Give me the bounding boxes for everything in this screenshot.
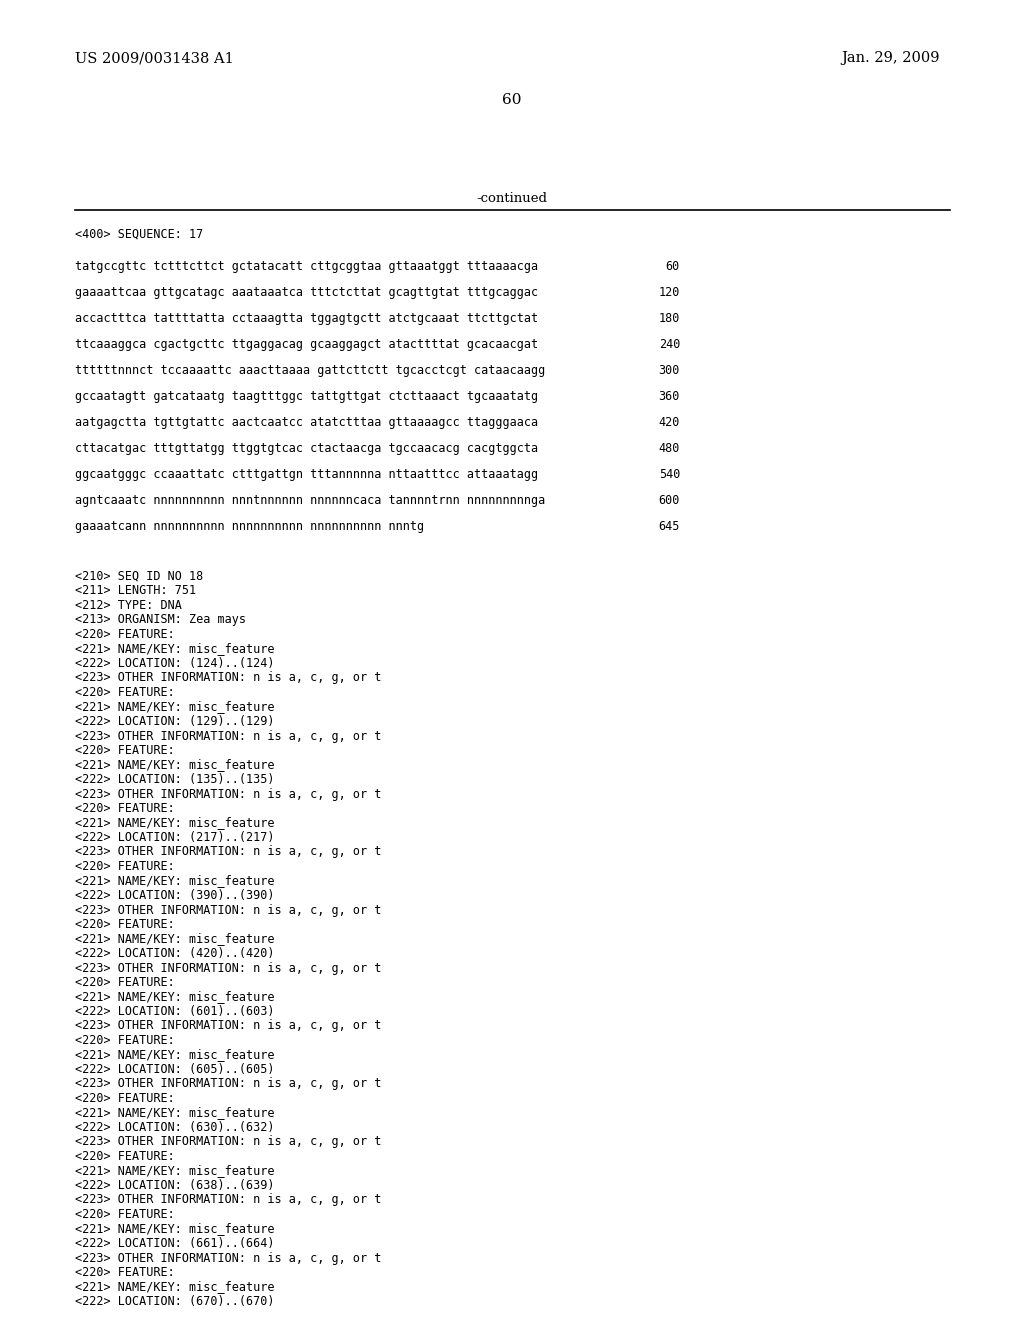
Text: <222> LOCATION: (670)..(670): <222> LOCATION: (670)..(670) [75,1295,274,1308]
Text: <220> FEATURE:: <220> FEATURE: [75,1092,175,1105]
Text: 645: 645 [658,520,680,533]
Text: <223> OTHER INFORMATION: n is a, c, g, or t: <223> OTHER INFORMATION: n is a, c, g, o… [75,1077,381,1090]
Text: accactttca tattttatta cctaaagtta tggagtgctt atctgcaaat ttcttgctat: accactttca tattttatta cctaaagtta tggagtg… [75,312,539,325]
Text: <221> NAME/KEY: misc_feature: <221> NAME/KEY: misc_feature [75,817,274,829]
Text: <222> LOCATION: (605)..(605): <222> LOCATION: (605)..(605) [75,1063,274,1076]
Text: <222> LOCATION: (217)..(217): <222> LOCATION: (217)..(217) [75,832,274,843]
Text: <223> OTHER INFORMATION: n is a, c, g, or t: <223> OTHER INFORMATION: n is a, c, g, o… [75,730,381,743]
Text: <221> NAME/KEY: misc_feature: <221> NAME/KEY: misc_feature [75,1048,274,1061]
Text: US 2009/0031438 A1: US 2009/0031438 A1 [75,51,233,65]
Text: <211> LENGTH: 751: <211> LENGTH: 751 [75,585,197,598]
Text: <221> NAME/KEY: misc_feature: <221> NAME/KEY: misc_feature [75,1106,274,1119]
Text: <222> LOCATION: (630)..(632): <222> LOCATION: (630)..(632) [75,1121,274,1134]
Text: <400> SEQUENCE: 17: <400> SEQUENCE: 17 [75,228,203,242]
Text: <221> NAME/KEY: misc_feature: <221> NAME/KEY: misc_feature [75,1222,274,1236]
Text: ttcaaaggca cgactgcttc ttgaggacag gcaaggagct atacttttat gcacaacgat: ttcaaaggca cgactgcttc ttgaggacag gcaagga… [75,338,539,351]
Text: <221> NAME/KEY: misc_feature: <221> NAME/KEY: misc_feature [75,1280,274,1294]
Text: Jan. 29, 2009: Jan. 29, 2009 [842,51,940,65]
Text: 480: 480 [658,442,680,455]
Text: <221> NAME/KEY: misc_feature: <221> NAME/KEY: misc_feature [75,701,274,714]
Text: <220> FEATURE:: <220> FEATURE: [75,1208,175,1221]
Text: 540: 540 [658,469,680,480]
Text: <221> NAME/KEY: misc_feature: <221> NAME/KEY: misc_feature [75,759,274,771]
Text: <213> ORGANISM: Zea mays: <213> ORGANISM: Zea mays [75,614,246,627]
Text: <220> FEATURE:: <220> FEATURE: [75,744,175,756]
Text: ttttttnnnct tccaaaattc aaacttaaaa gattcttctt tgcacctcgt cataacaagg: ttttttnnnct tccaaaattc aaacttaaaa gattct… [75,364,545,378]
Text: 600: 600 [658,494,680,507]
Text: <222> LOCATION: (390)..(390): <222> LOCATION: (390)..(390) [75,888,274,902]
Text: <220> FEATURE:: <220> FEATURE: [75,975,175,989]
Text: <220> FEATURE:: <220> FEATURE: [75,686,175,700]
Text: <223> OTHER INFORMATION: n is a, c, g, or t: <223> OTHER INFORMATION: n is a, c, g, o… [75,1251,381,1265]
Text: 60: 60 [666,260,680,273]
Text: aatgagctta tgttgtattc aactcaatcc atatctttaa gttaaaagcc ttagggaaca: aatgagctta tgttgtattc aactcaatcc atatctt… [75,416,539,429]
Text: <223> OTHER INFORMATION: n is a, c, g, or t: <223> OTHER INFORMATION: n is a, c, g, o… [75,961,381,974]
Text: agntcaaatc nnnnnnnnnn nnntnnnnnn nnnnnncaca tannnntrnn nnnnnnnnnga: agntcaaatc nnnnnnnnnn nnntnnnnnn nnnnnnc… [75,494,545,507]
Text: 360: 360 [658,389,680,403]
Text: 300: 300 [658,364,680,378]
Text: <223> OTHER INFORMATION: n is a, c, g, or t: <223> OTHER INFORMATION: n is a, c, g, o… [75,1019,381,1032]
Text: gccaatagtt gatcataatg taagtttggc tattgttgat ctcttaaact tgcaaatatg: gccaatagtt gatcataatg taagtttggc tattgtt… [75,389,539,403]
Text: <220> FEATURE:: <220> FEATURE: [75,1034,175,1047]
Text: <221> NAME/KEY: misc_feature: <221> NAME/KEY: misc_feature [75,874,274,887]
Text: <222> LOCATION: (135)..(135): <222> LOCATION: (135)..(135) [75,774,274,785]
Text: <222> LOCATION: (129)..(129): <222> LOCATION: (129)..(129) [75,715,274,729]
Text: 180: 180 [658,312,680,325]
Text: <223> OTHER INFORMATION: n is a, c, g, or t: <223> OTHER INFORMATION: n is a, c, g, o… [75,903,381,916]
Text: <221> NAME/KEY: misc_feature: <221> NAME/KEY: misc_feature [75,932,274,945]
Text: <220> FEATURE:: <220> FEATURE: [75,628,175,642]
Text: <221> NAME/KEY: misc_feature: <221> NAME/KEY: misc_feature [75,990,274,1003]
Text: <222> LOCATION: (638)..(639): <222> LOCATION: (638)..(639) [75,1179,274,1192]
Text: <223> OTHER INFORMATION: n is a, c, g, or t: <223> OTHER INFORMATION: n is a, c, g, o… [75,846,381,858]
Text: <222> LOCATION: (124)..(124): <222> LOCATION: (124)..(124) [75,657,274,671]
Text: 120: 120 [658,286,680,300]
Text: gaaaatcann nnnnnnnnnn nnnnnnnnnn nnnnnnnnnn nnntg: gaaaatcann nnnnnnnnnn nnnnnnnnnn nnnnnnn… [75,520,424,533]
Text: <221> NAME/KEY: misc_feature: <221> NAME/KEY: misc_feature [75,643,274,656]
Text: gaaaattcaa gttgcatagc aaataaatca tttctcttat gcagttgtat tttgcaggac: gaaaattcaa gttgcatagc aaataaatca tttctct… [75,286,539,300]
Text: ggcaatgggc ccaaattatc ctttgattgn tttannnnna nttaatttcc attaaatagg: ggcaatgggc ccaaattatc ctttgattgn tttannn… [75,469,539,480]
Text: 240: 240 [658,338,680,351]
Text: <220> FEATURE:: <220> FEATURE: [75,861,175,873]
Text: <223> OTHER INFORMATION: n is a, c, g, or t: <223> OTHER INFORMATION: n is a, c, g, o… [75,1193,381,1206]
Text: cttacatgac tttgttatgg ttggtgtcac ctactaacga tgccaacacg cacgtggcta: cttacatgac tttgttatgg ttggtgtcac ctactaa… [75,442,539,455]
Text: <210> SEQ ID NO 18: <210> SEQ ID NO 18 [75,570,203,583]
Text: <220> FEATURE:: <220> FEATURE: [75,1266,175,1279]
Text: <223> OTHER INFORMATION: n is a, c, g, or t: <223> OTHER INFORMATION: n is a, c, g, o… [75,1135,381,1148]
Text: <222> LOCATION: (601)..(603): <222> LOCATION: (601)..(603) [75,1005,274,1018]
Text: <220> FEATURE:: <220> FEATURE: [75,1150,175,1163]
Text: <220> FEATURE:: <220> FEATURE: [75,917,175,931]
Text: <222> LOCATION: (661)..(664): <222> LOCATION: (661)..(664) [75,1237,274,1250]
Text: <223> OTHER INFORMATION: n is a, c, g, or t: <223> OTHER INFORMATION: n is a, c, g, o… [75,788,381,800]
Text: tatgccgttc tctttcttct gctatacatt cttgcggtaa gttaaatggt tttaaaacga: tatgccgttc tctttcttct gctatacatt cttgcgg… [75,260,539,273]
Text: <212> TYPE: DNA: <212> TYPE: DNA [75,599,182,612]
Text: <220> FEATURE:: <220> FEATURE: [75,803,175,814]
Text: -continued: -continued [476,191,548,205]
Text: <222> LOCATION: (420)..(420): <222> LOCATION: (420)..(420) [75,946,274,960]
Text: <223> OTHER INFORMATION: n is a, c, g, or t: <223> OTHER INFORMATION: n is a, c, g, o… [75,672,381,685]
Text: 420: 420 [658,416,680,429]
Text: 60: 60 [502,92,522,107]
Text: <221> NAME/KEY: misc_feature: <221> NAME/KEY: misc_feature [75,1164,274,1177]
